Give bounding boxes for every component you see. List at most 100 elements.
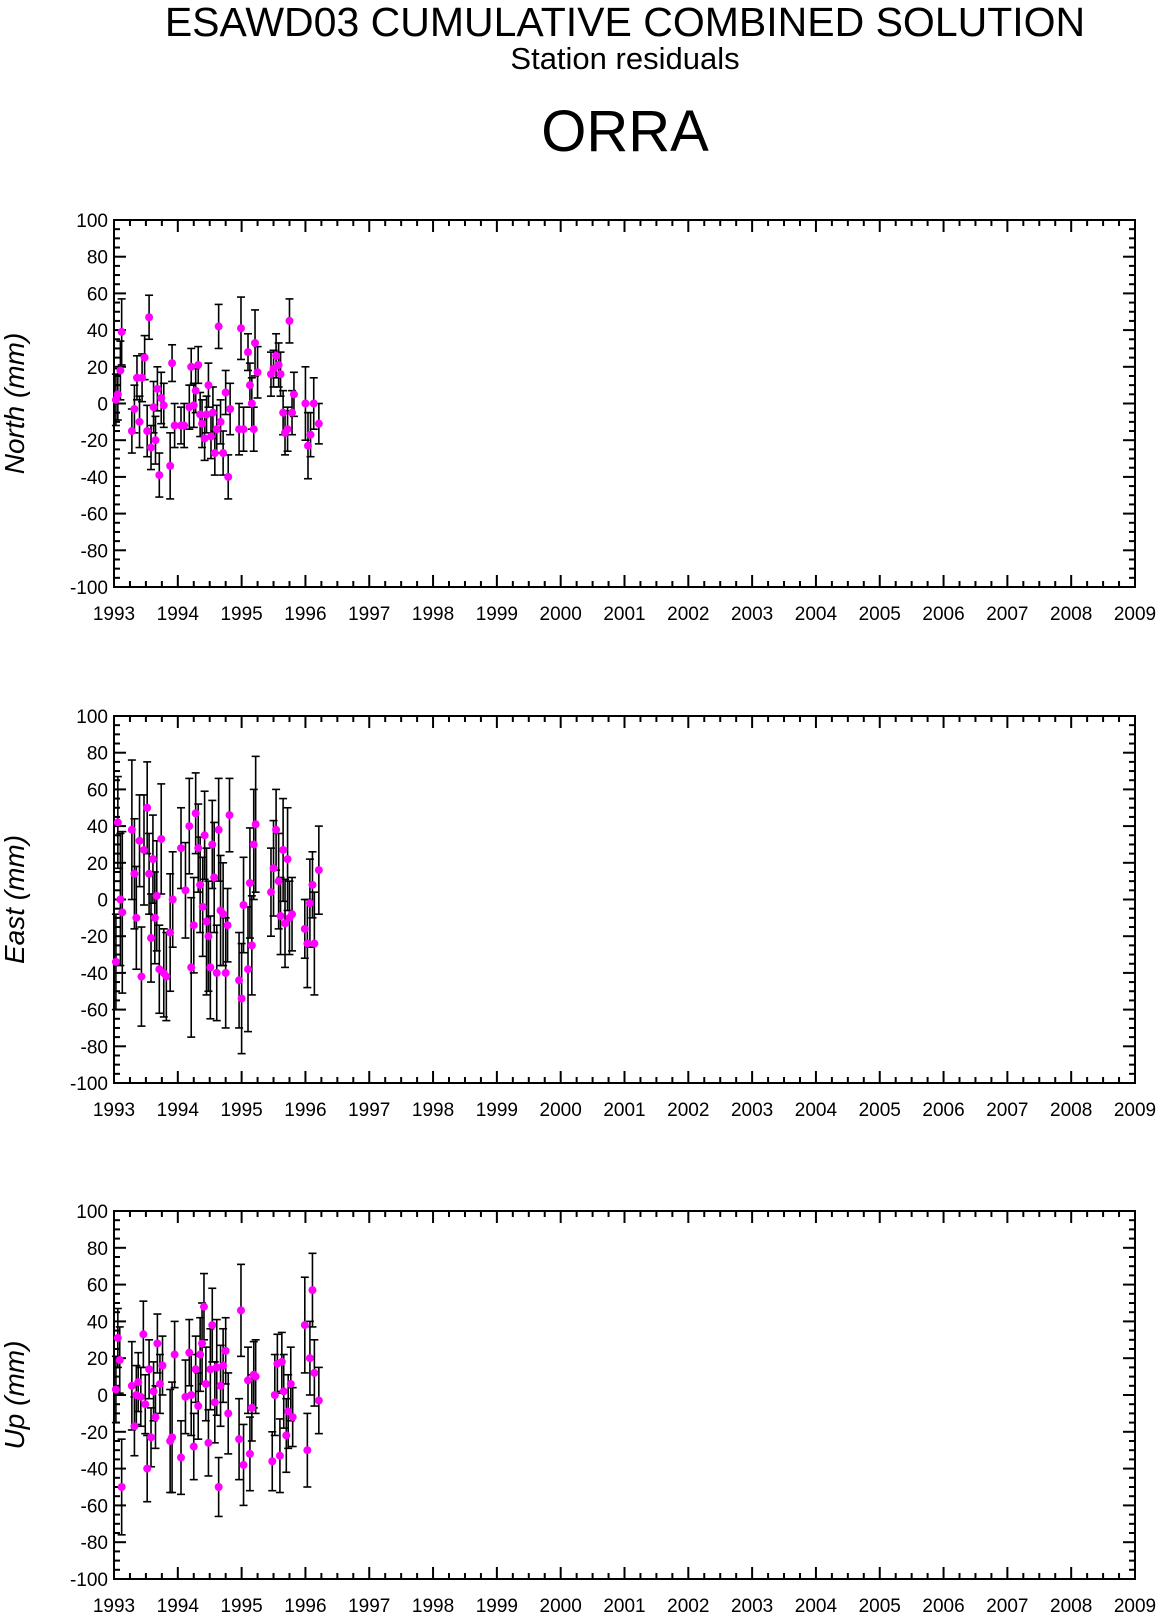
- data-point: [194, 844, 203, 853]
- data-point: [202, 410, 211, 419]
- y-tick-label: -100: [70, 578, 108, 599]
- y-tick-label: 40: [87, 321, 108, 342]
- data-point: [198, 419, 207, 428]
- data-point: [247, 1403, 256, 1412]
- data-point: [310, 1368, 319, 1377]
- chart-title: ESAWD03 CUMULATIVE COMBINED SOLUTION: [164, 0, 1086, 45]
- data-point: [245, 1449, 254, 1458]
- data-point: [116, 366, 125, 375]
- y-tick-label: 0: [97, 395, 108, 416]
- data-point: [143, 427, 152, 436]
- data-point: [206, 963, 215, 972]
- data-point: [132, 913, 141, 922]
- data-point: [196, 880, 205, 889]
- data-point: [274, 877, 283, 886]
- plot-frame: [113, 219, 1136, 588]
- x-tick-label: 1997: [348, 604, 390, 625]
- y-tick-label: -20: [81, 927, 108, 948]
- x-tick-label: 1998: [412, 1596, 454, 1617]
- data-point: [303, 1446, 312, 1455]
- data-point: [166, 928, 175, 937]
- data-point: [204, 932, 213, 941]
- data-point: [223, 921, 232, 930]
- y-tick-label: -60: [81, 505, 108, 526]
- data-point: [127, 1381, 136, 1390]
- x-tick-label: 1993: [93, 604, 135, 625]
- residual-panel: 1993 1994 1995 1996 1997 1998 1999 2000 2001 2002…: [0, 707, 1156, 1121]
- data-point: [199, 1302, 208, 1311]
- data-point: [314, 866, 323, 875]
- data-point: [239, 901, 248, 910]
- data-point: [200, 831, 209, 840]
- data-point: [170, 421, 179, 430]
- data-point: [135, 417, 144, 426]
- data-point: [181, 886, 190, 895]
- y-tick-label: -20: [81, 1423, 108, 1444]
- data-point: [221, 388, 230, 397]
- data-point: [149, 1387, 158, 1396]
- y-axis-label: Up (mm): [0, 1341, 30, 1450]
- data-point: [244, 1376, 253, 1385]
- data-point: [219, 1361, 228, 1370]
- x-tick-label: 2006: [922, 604, 964, 625]
- data-point: [274, 360, 283, 369]
- data-point: [137, 972, 146, 981]
- x-tick-label: 2003: [731, 1100, 773, 1121]
- data-point: [113, 390, 122, 399]
- y-tick-label: -100: [70, 1570, 108, 1591]
- x-tick-label: 2004: [795, 1100, 838, 1121]
- y-tick-label: -40: [81, 1460, 108, 1481]
- data-point: [206, 432, 215, 441]
- y-tick-label: 60: [87, 284, 108, 305]
- data-point: [300, 1321, 309, 1330]
- data-point: [143, 1464, 152, 1473]
- data-point: [210, 873, 219, 882]
- data-point: [115, 1356, 124, 1365]
- data-point: [251, 338, 260, 347]
- data-point: [177, 1453, 186, 1462]
- data-point: [253, 368, 262, 377]
- x-tick-label: 2006: [922, 1596, 964, 1617]
- data-point: [303, 939, 312, 948]
- data-point: [130, 405, 139, 414]
- data-point: [157, 393, 166, 402]
- data-point: [289, 390, 298, 399]
- data-point: [212, 425, 221, 434]
- x-tick-label: 1994: [157, 1100, 200, 1121]
- x-tick-label: 1993: [93, 1596, 135, 1617]
- y-axis-label: East (mm): [0, 835, 30, 964]
- x-tick-label: 1994: [157, 604, 200, 625]
- data-point: [191, 1365, 200, 1374]
- x-tick-label: 1995: [220, 1100, 262, 1121]
- y-axis-label: North (mm): [0, 333, 30, 475]
- x-tick-label: 2003: [731, 604, 773, 625]
- data-point: [221, 1346, 230, 1355]
- x-tick-label: 2007: [986, 604, 1028, 625]
- data-point: [288, 1413, 297, 1422]
- data-point: [196, 1350, 205, 1359]
- y-tick-label: 0: [97, 891, 108, 912]
- data-point: [245, 878, 254, 887]
- data-point: [276, 370, 285, 379]
- y-tick-label: -60: [81, 1496, 108, 1517]
- data-point: [198, 1339, 207, 1348]
- data-point: [204, 381, 213, 390]
- data-point: [177, 844, 186, 853]
- x-tick-label: 2005: [859, 1596, 901, 1617]
- data-point: [147, 1433, 156, 1442]
- y-tick-label: -80: [81, 541, 108, 562]
- data-point: [279, 845, 288, 854]
- x-tick-label: 1994: [157, 1596, 200, 1617]
- data-point: [187, 362, 196, 371]
- data-point: [305, 899, 314, 908]
- data-point: [308, 880, 317, 889]
- data-point: [185, 1348, 194, 1357]
- x-tick-label: 2002: [667, 1100, 709, 1121]
- data-point: [198, 902, 207, 911]
- data-point: [147, 934, 156, 943]
- data-point: [148, 855, 157, 864]
- data-point: [147, 443, 156, 452]
- data-point: [111, 1385, 120, 1394]
- x-tick-label: 2006: [922, 1100, 964, 1121]
- data-point: [155, 471, 164, 480]
